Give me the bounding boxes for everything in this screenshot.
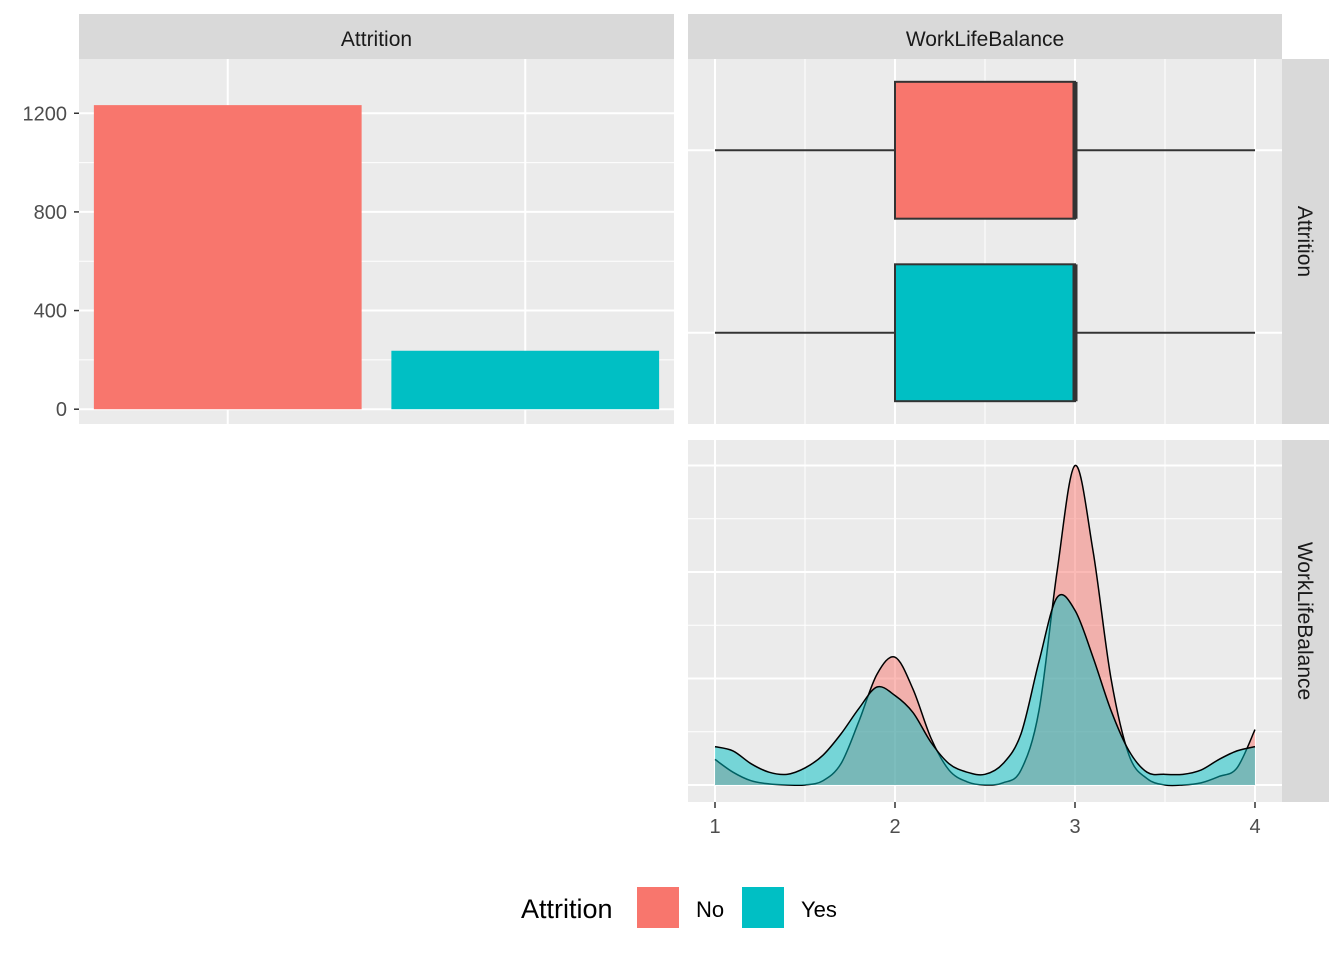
box-strip-right	[1282, 59, 1329, 424]
density-x-tick-label: 3	[1069, 816, 1080, 838]
bar-y-tick-label: 800	[34, 202, 67, 224]
bar-strip	[79, 14, 674, 59]
density-x-tick-label: 1	[709, 816, 720, 838]
density-series-yes	[714, 593, 1256, 785]
legend-label-yes: Yes	[801, 897, 837, 922]
box-body	[894, 263, 1076, 403]
legend: Attrition No Yes	[521, 887, 837, 928]
bar-y-axis: 0 400 800 1200	[23, 103, 79, 421]
density-marks	[714, 464, 1256, 787]
bar-panel: Attrition 0 400 800 1200	[23, 14, 674, 424]
bar-strip-label: Attrition	[341, 28, 412, 51]
density-x-tick-label: 2	[889, 816, 900, 838]
box-yes	[715, 263, 1255, 403]
legend-key-yes	[742, 887, 784, 928]
bar-no	[93, 105, 362, 410]
legend-label-no: No	[696, 897, 724, 922]
bar-yes	[391, 350, 660, 410]
legend-title: Attrition	[521, 894, 613, 924]
density-line	[714, 593, 1256, 776]
density-strip-right	[1282, 440, 1329, 802]
box-strip-top	[688, 14, 1282, 59]
box-panel: WorkLifeBalance Attrition	[688, 14, 1329, 424]
bar-y-tick-label: 400	[34, 301, 67, 323]
bar-marks	[93, 105, 660, 410]
box-strip-top-label: WorkLifeBalance	[906, 28, 1064, 51]
bar-y-tick-label: 1200	[23, 103, 68, 125]
box-strip-right-label: Attrition	[1293, 206, 1316, 277]
density-x-tick-label: 4	[1249, 816, 1260, 838]
bar-y-tick-label: 0	[56, 399, 67, 421]
box-body	[894, 80, 1076, 220]
density-strip-right-label: WorkLifeBalance	[1293, 542, 1316, 700]
legend-key-no	[637, 887, 679, 928]
box-no	[715, 80, 1255, 220]
box-marks	[715, 80, 1255, 403]
density-x-axis: 1 2 3 4	[709, 802, 1261, 838]
density-panel: WorkLifeBalance 1 2 3 4	[688, 440, 1329, 838]
density-area	[715, 594, 1255, 785]
